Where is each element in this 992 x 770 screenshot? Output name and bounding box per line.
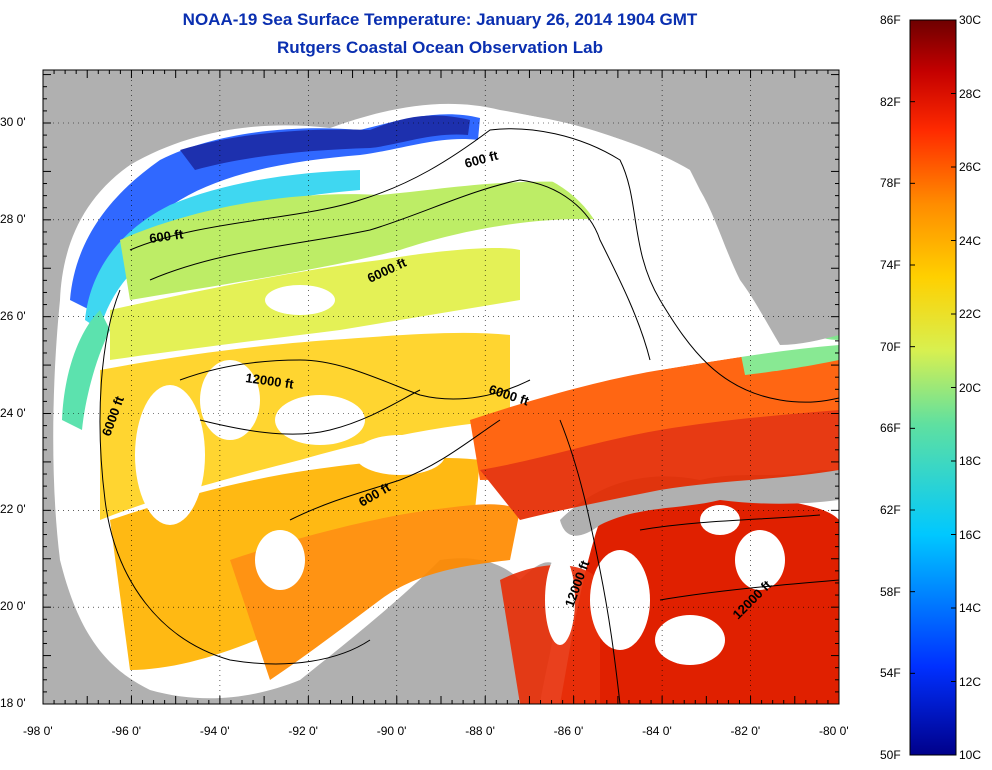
celsius-scale-label: 20C — [959, 380, 982, 395]
cloud-cover — [135, 110, 839, 665]
longitude-tick-label: -98 0' — [23, 724, 53, 738]
fahrenheit-scale-label: 82F — [880, 94, 901, 109]
longitude-tick-label: -86 0' — [553, 724, 584, 738]
latitude-tick-label: 28 0' — [0, 211, 26, 226]
map-subtitle: Rutgers Coastal Ocean Observation Lab — [277, 38, 603, 57]
latitude-tick-label: 18 0' — [0, 696, 26, 710]
celsius-scale-label: 14C — [959, 601, 982, 615]
celsius-scale-label: 24C — [959, 233, 982, 248]
celsius-scale-label: 16C — [959, 527, 982, 542]
longitude-tick-label: -82 0' — [730, 724, 761, 738]
fahrenheit-scale-label: 86F — [880, 13, 901, 27]
fahrenheit-scale-label: 70F — [880, 339, 901, 354]
celsius-scale-label: 12C — [959, 674, 982, 689]
fahrenheit-scale-label: 58F — [880, 584, 901, 599]
fahrenheit-scale-label: 66F — [880, 421, 901, 436]
celsius-scale-label: 18C — [959, 454, 982, 468]
longitude-tick-label: -90 0' — [376, 724, 407, 738]
latitude-tick-label: 30 0' — [0, 115, 26, 129]
florida-peninsula — [690, 90, 839, 345]
fahrenheit-scale-label: 62F — [880, 503, 901, 517]
latitude-tick-label: 24 0' — [0, 405, 26, 420]
depth-contours — [99, 128, 839, 704]
map-title: NOAA-19 Sea Surface Temperature: January… — [182, 10, 698, 29]
longitude-tick-label: -84 0' — [642, 724, 672, 738]
longitude-tick-label: -80 0' — [819, 724, 849, 738]
longitude-tick-label: -94 0' — [199, 724, 230, 738]
latitude-tick-label: 22 0' — [0, 502, 26, 517]
fahrenheit-scale-label: 78F — [880, 176, 901, 191]
latitude-tick-label: 26 0' — [0, 308, 26, 323]
fahrenheit-scale-label: 54F — [880, 666, 901, 681]
latitude-tick-label: 20 0' — [0, 599, 26, 614]
contour-label: 600 ft — [148, 226, 184, 246]
contour-label: 12000 ft — [245, 370, 296, 392]
celsius-scale-label: 26C — [959, 160, 982, 174]
color-scale-bar — [909, 19, 957, 756]
longitude-tick-label: -92 0' — [288, 724, 318, 738]
celsius-scale-label: 30C — [959, 13, 982, 27]
celsius-scale-label: 22C — [959, 307, 982, 321]
celsius-scale-label: 28C — [959, 86, 982, 101]
celsius-scale-label: 10C — [959, 748, 982, 762]
longitude-tick-label: -96 0' — [111, 724, 142, 738]
fahrenheit-scale-label: 74F — [880, 258, 901, 272]
longitude-tick-label: -88 0' — [465, 724, 495, 738]
fahrenheit-scale-label: 50F — [880, 748, 901, 762]
